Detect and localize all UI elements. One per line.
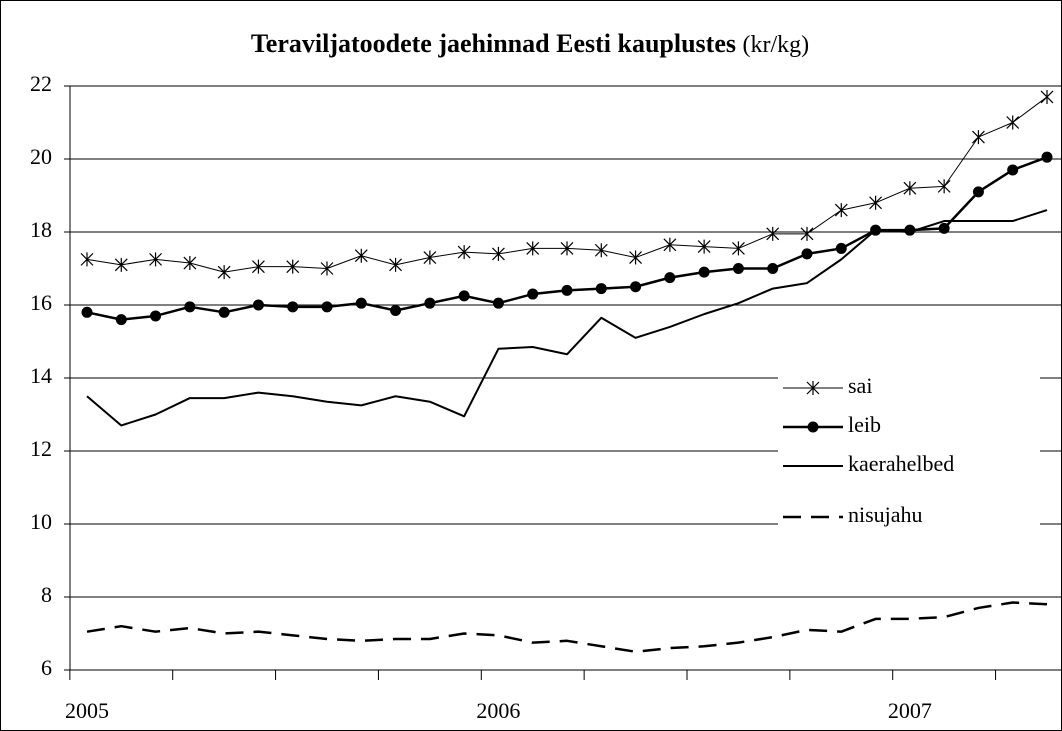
marker: [938, 222, 950, 234]
marker: [81, 306, 93, 318]
marker: [560, 241, 574, 256]
marker: [526, 241, 540, 256]
y-tick-label: 22: [30, 71, 52, 96]
y-tick-label: 16: [30, 290, 52, 315]
marker: [806, 381, 820, 395]
marker: [424, 297, 436, 309]
legend-box: [778, 362, 1040, 540]
marker: [458, 290, 470, 302]
marker: [149, 252, 162, 267]
marker: [732, 241, 745, 256]
marker: [115, 314, 127, 326]
marker: [663, 237, 677, 252]
marker: [972, 130, 985, 145]
marker: [321, 301, 333, 313]
chart-title: Teraviljatoodete jaehinnad Eesti kauplus…: [251, 29, 809, 58]
legend-label: sai: [848, 373, 872, 398]
y-tick-label: 10: [30, 509, 52, 534]
y-tick-label: 20: [30, 144, 52, 169]
marker: [629, 250, 642, 265]
legend-label: leib: [848, 412, 881, 437]
series-line: [86, 601, 1048, 653]
marker: [527, 288, 539, 300]
marker: [835, 242, 847, 254]
marker: [286, 259, 300, 274]
marker: [698, 266, 710, 278]
legend-label: kaerahelbed: [848, 451, 954, 476]
marker: [903, 181, 917, 196]
marker: [492, 297, 504, 309]
marker: [937, 179, 951, 194]
x-tick-label: 2006: [476, 698, 520, 723]
series-line: [86, 209, 1048, 427]
marker: [492, 246, 505, 261]
marker: [287, 301, 299, 313]
marker: [766, 226, 780, 241]
legend-label: nisujahu: [848, 502, 923, 527]
marker: [561, 284, 573, 296]
marker: [664, 272, 676, 284]
marker: [697, 239, 711, 254]
marker: [218, 306, 230, 318]
marker: [457, 245, 471, 260]
marker: [807, 421, 819, 433]
marker: [389, 257, 402, 272]
marker: [114, 257, 128, 272]
marker: [1007, 164, 1019, 176]
y-tick-label: 14: [30, 363, 52, 388]
marker: [800, 226, 814, 241]
marker: [1041, 151, 1053, 163]
marker: [423, 250, 437, 265]
marker: [252, 299, 264, 311]
marker: [630, 281, 642, 293]
marker: [390, 304, 402, 316]
x-tick-label: 2007: [888, 698, 932, 723]
marker: [904, 224, 916, 236]
marker: [354, 248, 368, 263]
marker: [252, 259, 265, 274]
marker: [1006, 115, 1020, 130]
y-tick-label: 18: [30, 217, 52, 242]
title-main: Teraviljatoodete jaehinnad Eesti kauplus…: [251, 29, 736, 58]
marker: [972, 186, 984, 198]
marker: [184, 301, 196, 313]
marker: [80, 252, 94, 267]
marker: [801, 248, 813, 260]
marker: [595, 283, 607, 295]
marker: [217, 265, 231, 280]
marker: [594, 243, 608, 258]
marker: [767, 263, 779, 274]
x-tick-label: 2005: [65, 698, 109, 723]
marker: [834, 203, 848, 218]
y-tick-label: 8: [41, 582, 52, 607]
marker: [150, 310, 162, 322]
y-tick-label: 12: [30, 436, 52, 461]
marker: [183, 256, 197, 271]
y-tick-label: 6: [41, 655, 52, 680]
marker: [1040, 89, 1054, 104]
marker: [355, 297, 367, 309]
marker: [320, 261, 334, 276]
title-unit: (kr/kg): [742, 32, 809, 58]
marker: [732, 263, 744, 274]
marker: [869, 195, 882, 210]
